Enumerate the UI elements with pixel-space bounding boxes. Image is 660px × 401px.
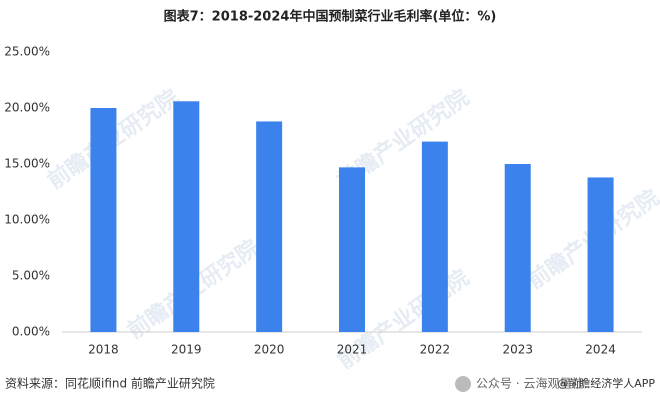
footer-account: @前瞻经济学人APP bbox=[557, 376, 655, 390]
x-tick-label: 2021 bbox=[337, 343, 368, 357]
bar bbox=[256, 121, 283, 332]
chart-title: 图表7：2018-2024年中国预制菜行业毛利率(单位：%) bbox=[164, 9, 497, 25]
y-tick-label: 15.00% bbox=[4, 157, 50, 171]
y-tick-label: 20.00% bbox=[4, 101, 50, 115]
bar bbox=[504, 164, 531, 332]
x-tick-label: 2022 bbox=[420, 343, 451, 357]
bar bbox=[339, 167, 365, 332]
footer: 公众号 · 云海观星社 bbox=[476, 376, 583, 391]
bar bbox=[173, 101, 200, 332]
y-tick-label: 25.00% bbox=[4, 45, 50, 59]
wechat-icon bbox=[455, 376, 471, 392]
y-tick-label: 10.00% bbox=[4, 213, 50, 227]
bar bbox=[90, 108, 117, 332]
y-tick-label: 5.00% bbox=[12, 269, 50, 283]
x-tick-label: 2020 bbox=[254, 343, 285, 357]
x-tick-label: 2024 bbox=[585, 343, 616, 357]
bar bbox=[587, 177, 614, 332]
x-tick-label: 2023 bbox=[502, 343, 533, 357]
x-tick-label: 2019 bbox=[171, 343, 202, 357]
bar bbox=[421, 141, 448, 332]
y-tick-label: 0.00% bbox=[12, 325, 50, 339]
source: 资料来源：同花顺ifind 前瞻产业研究院 bbox=[5, 376, 215, 391]
x-tick-label: 2018 bbox=[88, 343, 119, 357]
